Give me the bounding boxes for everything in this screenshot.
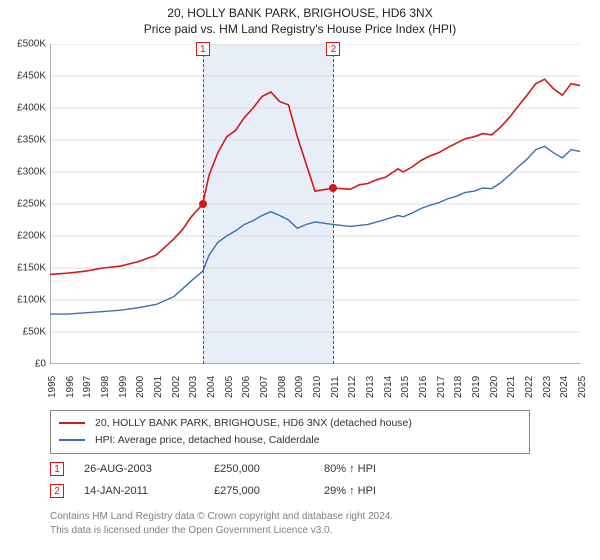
x-axis-tick-label: 1995 [47, 376, 58, 398]
x-axis-tick-label: 2007 [259, 376, 270, 398]
y-axis-tick-label: £100K [0, 295, 46, 306]
sale-event-dot [199, 200, 207, 208]
x-axis-tick-label: 2008 [277, 376, 288, 398]
chart-subtitle: Price paid vs. HM Land Registry's House … [0, 22, 600, 36]
x-axis-tick-label: 2000 [135, 376, 146, 398]
x-axis-tick-label: 2013 [365, 376, 376, 398]
x-axis-tick-label: 2022 [524, 376, 535, 398]
sale-price: £250,000 [214, 463, 324, 475]
x-axis-tick-label: 1998 [100, 376, 111, 398]
line-chart-svg [50, 44, 580, 364]
sale-event-marker: 2 [326, 42, 340, 56]
x-axis-tick-label: 2020 [489, 376, 500, 398]
x-axis-tick-label: 2015 [400, 376, 411, 398]
x-axis-tick-label: 2009 [294, 376, 305, 398]
sale-event-dot [329, 184, 337, 192]
x-axis-tick-label: 1997 [82, 376, 93, 398]
sale-hpi-delta: 29% ↑ HPI [324, 485, 376, 497]
y-axis-tick-label: £0 [0, 359, 46, 370]
y-axis-tick-label: £300K [0, 167, 46, 178]
sale-date: 26-AUG-2003 [84, 463, 214, 475]
legend-item: 20, HOLLY BANK PARK, BRIGHOUSE, HD6 3NX … [59, 415, 521, 432]
sale-price: £275,000 [214, 485, 324, 497]
x-axis-tick-label: 1996 [65, 376, 76, 398]
x-axis-tick-label: 2025 [577, 376, 588, 398]
sale-date: 14-JAN-2011 [84, 485, 214, 497]
sale-event-marker: 1 [196, 42, 210, 56]
x-axis-tick-label: 2005 [224, 376, 235, 398]
x-axis-tick-label: 1999 [118, 376, 129, 398]
y-axis-tick-label: £500K [0, 39, 46, 50]
x-axis-tick-label: 2011 [330, 376, 341, 398]
x-axis-tick-label: 2017 [436, 376, 447, 398]
y-axis-tick-label: £50K [0, 327, 46, 338]
plot-area: £0£50K£100K£150K£200K£250K£300K£350K£400… [50, 44, 580, 364]
legend-item: HPI: Average price, detached house, Cald… [59, 432, 521, 449]
x-axis-tick-label: 2021 [506, 376, 517, 398]
x-axis-tick-label: 2019 [471, 376, 482, 398]
attribution-line: This data is licensed under the Open Gov… [50, 524, 580, 538]
sales-table: 1 26-AUG-2003 £250,000 80% ↑ HPI 2 14-JA… [50, 458, 376, 502]
x-axis-tick-label: 2004 [206, 376, 217, 398]
y-axis-tick-label: £350K [0, 135, 46, 146]
x-axis-tick-label: 2023 [542, 376, 553, 398]
y-axis-tick-label: £250K [0, 199, 46, 210]
x-axis-tick-label: 2014 [383, 376, 394, 398]
attribution-text: Contains HM Land Registry data © Crown c… [50, 510, 580, 537]
legend-swatch [59, 422, 85, 424]
sale-hpi-delta: 80% ↑ HPI [324, 463, 376, 475]
y-axis-tick-label: £400K [0, 103, 46, 114]
legend-box: 20, HOLLY BANK PARK, BRIGHOUSE, HD6 3NX … [50, 410, 530, 454]
x-axis-tick-label: 2003 [188, 376, 199, 398]
chart-container: 20, HOLLY BANK PARK, BRIGHOUSE, HD6 3NX … [0, 0, 600, 560]
x-axis-tick-label: 2018 [453, 376, 464, 398]
sale-event-vline [333, 44, 334, 364]
x-axis-tick-label: 2016 [418, 376, 429, 398]
legend-label: 20, HOLLY BANK PARK, BRIGHOUSE, HD6 3NX … [95, 415, 412, 432]
attribution-line: Contains HM Land Registry data © Crown c… [50, 510, 580, 524]
y-axis-tick-label: £200K [0, 231, 46, 242]
x-axis-tick-label: 2001 [153, 376, 164, 398]
legend-swatch [59, 439, 85, 441]
legend-label: HPI: Average price, detached house, Cald… [95, 432, 320, 449]
x-axis-tick-label: 2024 [559, 376, 570, 398]
y-axis-tick-label: £150K [0, 263, 46, 274]
chart-title-address: 20, HOLLY BANK PARK, BRIGHOUSE, HD6 3NX [0, 6, 600, 20]
x-axis-tick-label: 2012 [347, 376, 358, 398]
x-axis-tick-label: 2006 [241, 376, 252, 398]
sale-row: 1 26-AUG-2003 £250,000 80% ↑ HPI [50, 458, 376, 480]
title-block: 20, HOLLY BANK PARK, BRIGHOUSE, HD6 3NX … [0, 0, 600, 38]
sale-marker-icon: 2 [50, 484, 64, 498]
y-axis-tick-label: £450K [0, 71, 46, 82]
x-axis-tick-label: 2002 [171, 376, 182, 398]
sale-row: 2 14-JAN-2011 £275,000 29% ↑ HPI [50, 480, 376, 502]
sale-marker-icon: 1 [50, 462, 64, 476]
x-axis-tick-label: 2010 [312, 376, 323, 398]
